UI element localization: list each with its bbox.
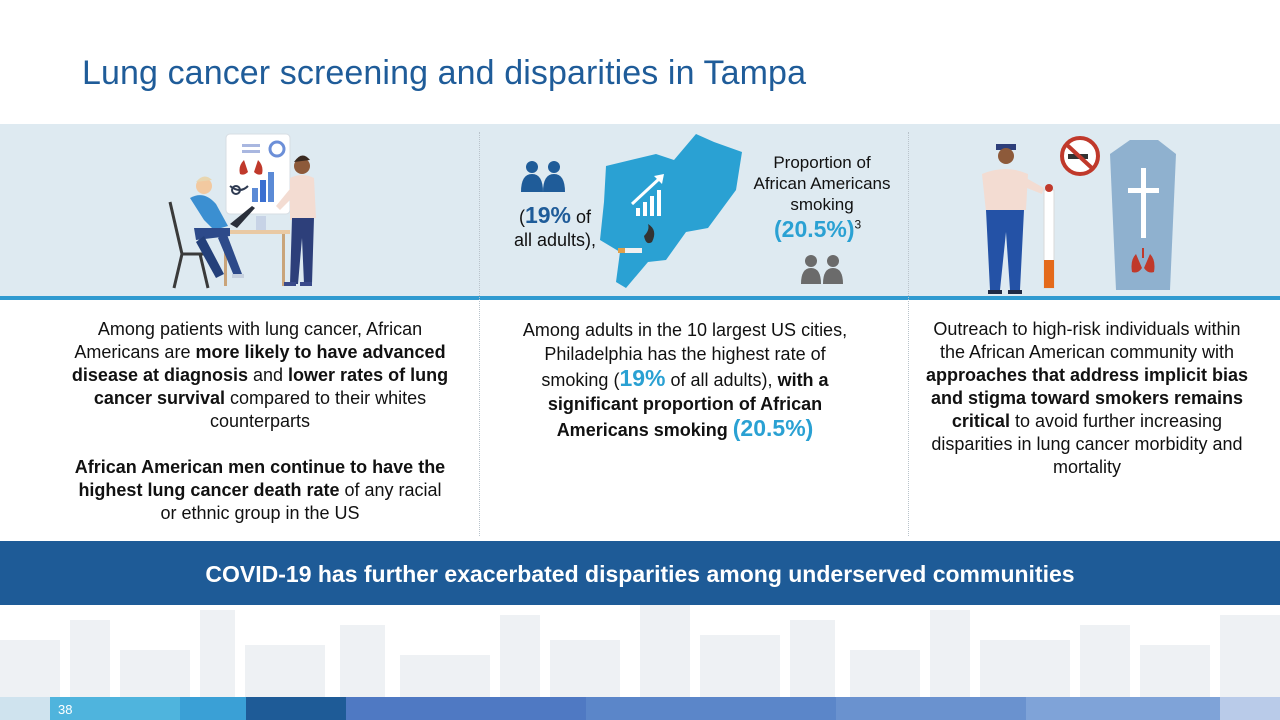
page-number: 38: [58, 702, 73, 717]
slide-title: Lung cancer screening and disparities in…: [82, 54, 807, 92]
column-divider-1: [479, 132, 480, 536]
p1-bold-2: lower rates of lung cancer survival: [93, 365, 449, 408]
p4-text-1: Outreach to high-risk individuals within…: [933, 319, 1241, 362]
panel2-paragraph: Among adults in the 10 largest US cities…: [520, 318, 850, 442]
aa-smoking-percent-value: (20.5%): [774, 216, 855, 242]
p3-text-1: Among adults in the 10 largest US cities…: [522, 320, 848, 390]
people-icon: [521, 161, 565, 192]
panel3-paragraph: Outreach to high-risk individuals within…: [922, 318, 1252, 479]
banner-text: COVID-19 has further exacerbated dispari…: [205, 561, 1075, 587]
band-accent-line: [0, 296, 1280, 300]
p1-bold-1: more likely to have advanced disease at …: [71, 342, 446, 385]
p1-text-3: compared to their whites counterparts: [209, 388, 427, 431]
all-adults-text: all adults),: [513, 230, 597, 250]
footnote-marker: 3: [854, 217, 862, 232]
p3-bold-1: with a significant proportion of African…: [547, 370, 829, 440]
adults-percent: 19%: [524, 202, 572, 228]
city-skyline-background: [0, 605, 1280, 700]
p4-text-2: to avoid further increasing disparities …: [931, 411, 1243, 477]
panel1-paragraph1: Among patients with lung cancer, African…: [70, 318, 450, 433]
covid-banner: COVID-19 has further exacerbated dispari…: [0, 541, 1280, 605]
smoker-coffin-illustration: [982, 136, 1176, 294]
p2-bold-1: African American men continue to have th…: [74, 457, 446, 500]
philadelphia-map-icon: [600, 134, 742, 288]
p1-text-2: and: [248, 365, 289, 385]
p3-text-2: of all adults),: [665, 370, 778, 390]
adults-stat-label: (19% of all adults),: [500, 204, 610, 252]
doctor-patient-illustration: [168, 133, 316, 289]
p3-highlight-1: 19%: [619, 365, 666, 391]
p1-text-1: Among patients with lung cancer, African…: [74, 319, 423, 362]
panel1-paragraph2: African American men continue to have th…: [70, 456, 450, 525]
proportion-label: Proportion of African Americans smoking: [753, 153, 891, 214]
smoker-figure: [982, 144, 1044, 294]
p2-text-1: of any racial or ethnic group in the US: [160, 480, 442, 523]
p3-highlight-2: (20.5%): [732, 415, 814, 441]
column-divider-2: [908, 132, 909, 536]
open-paren: (: [518, 207, 525, 227]
of-text: of: [571, 207, 592, 227]
footer-strip: [0, 697, 1280, 720]
people-gray-icon: [801, 255, 843, 284]
aa-smoking-percent: (20.5%)3: [774, 216, 861, 243]
p4-bold-1: approaches that address implicit bias an…: [925, 365, 1249, 431]
